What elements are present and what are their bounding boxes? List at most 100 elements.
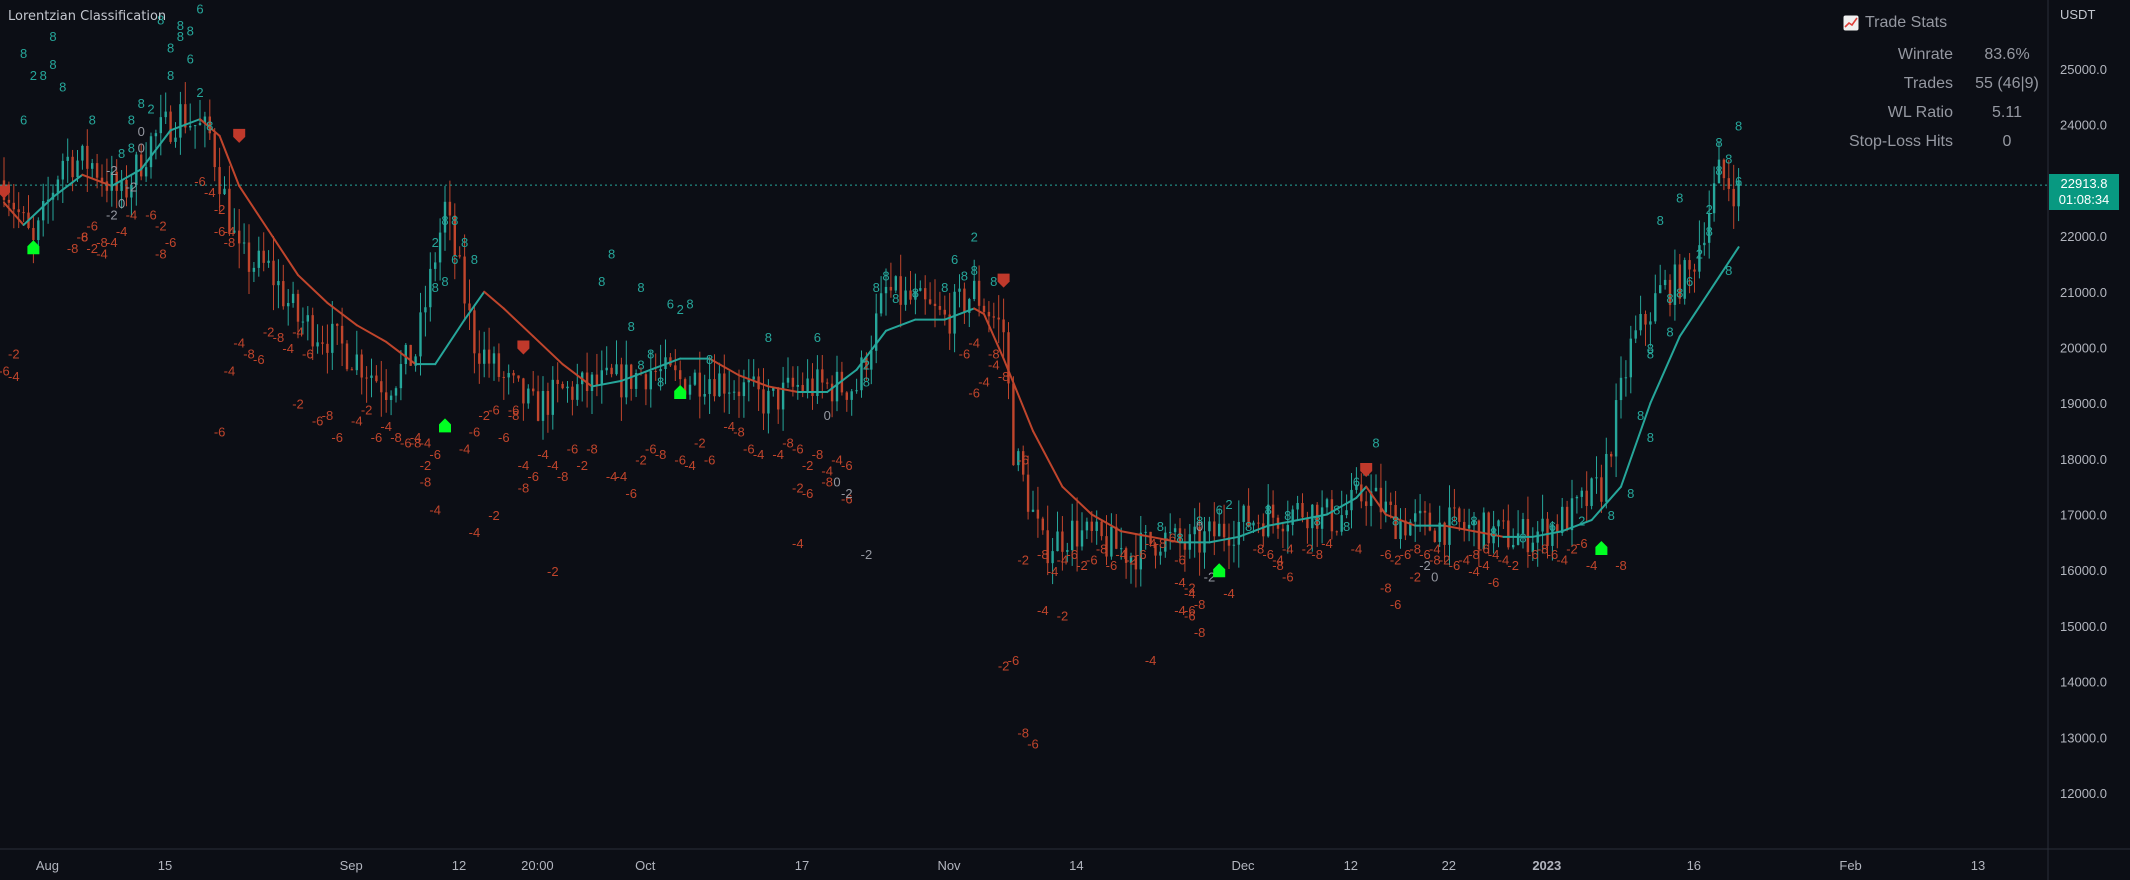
sell-signal-marker[interactable]	[0, 184, 10, 199]
candle-body	[448, 201, 452, 216]
kernel-segment	[1561, 519, 1593, 533]
candle-body	[762, 389, 765, 414]
candle-body	[1634, 330, 1637, 339]
bear-prediction-label: -6	[194, 174, 206, 189]
candle-body	[1384, 501, 1387, 513]
bear-prediction-label: -8	[1155, 536, 1167, 551]
bear-prediction-label: -4	[1351, 542, 1363, 557]
candle-body	[1399, 520, 1402, 540]
bull-prediction-label: 6	[20, 113, 27, 128]
candle-body	[992, 316, 995, 318]
bear-prediction-label: -6	[498, 430, 510, 445]
stats-row-trades: Trades 55 (46|9)	[1843, 69, 2043, 98]
bull-prediction-label: 8	[608, 246, 615, 261]
bull-prediction-label: 8	[177, 18, 184, 33]
kernel-segment	[140, 129, 172, 171]
candle-body	[1183, 542, 1187, 550]
sell-signal-marker[interactable]	[997, 273, 1010, 288]
kernel-segment	[1443, 524, 1475, 533]
bear-prediction-label: -4	[1037, 603, 1049, 618]
bear-prediction-label: -4	[96, 246, 108, 261]
candle-body	[1629, 338, 1632, 378]
candle-body	[1409, 521, 1412, 536]
candle-body	[1693, 269, 1696, 272]
indicator-title[interactable]: Lorentzian Classification	[8, 9, 167, 24]
candle-body	[977, 280, 981, 306]
candle-body	[164, 111, 167, 118]
candle-body	[1301, 502, 1304, 518]
time-tick-label: 14	[1069, 858, 1083, 873]
candle-body	[473, 310, 476, 354]
bear-prediction-label: -2	[8, 347, 20, 362]
candle-body	[394, 388, 398, 396]
buy-signal-marker[interactable]	[1213, 563, 1226, 578]
candle-body	[571, 386, 574, 400]
neutral-prediction-label: 0	[138, 124, 145, 139]
candle-body	[522, 378, 525, 404]
candle-body	[1649, 321, 1652, 325]
candle-body	[213, 133, 216, 168]
time-tick-label: 20:00	[521, 858, 554, 873]
buy-signal-marker[interactable]	[27, 240, 40, 255]
bear-prediction-label: -6	[331, 430, 343, 445]
candle-body	[693, 372, 697, 385]
kernel-segment	[943, 307, 976, 321]
candle-body	[1110, 526, 1113, 557]
bear-prediction-label: -4	[978, 374, 990, 389]
buy-signal-marker[interactable]	[439, 418, 451, 433]
bull-prediction-label: 6	[1735, 174, 1742, 189]
candle-body	[1575, 496, 1579, 499]
candle-body	[1100, 521, 1103, 537]
price-axis-unit[interactable]: USDT	[2060, 7, 2096, 22]
buy-signal-marker[interactable]	[674, 385, 687, 400]
candle-body	[306, 315, 309, 322]
bear-prediction-label: -4	[1272, 553, 1284, 568]
bear-prediction-label: -8	[586, 441, 598, 456]
candle-body	[732, 391, 736, 393]
candle-body	[91, 163, 94, 169]
sell-signal-marker[interactable]	[233, 128, 246, 143]
kernel-segment	[620, 368, 652, 382]
bull-prediction-label: 8	[1519, 530, 1526, 545]
candle-body	[1717, 159, 1721, 184]
bear-prediction-label: -8	[77, 230, 89, 245]
sell-signal-marker[interactable]	[1360, 462, 1373, 477]
candle-body	[203, 116, 207, 124]
candle-body	[95, 163, 99, 178]
bull-prediction-label: 6	[1549, 519, 1556, 534]
candle-body	[1673, 264, 1677, 305]
candle-body	[184, 104, 187, 128]
bull-prediction-label: 8	[882, 269, 889, 284]
candle-body	[1453, 507, 1456, 509]
bull-prediction-label: 8	[118, 146, 125, 161]
bear-prediction-label: -6	[165, 235, 177, 250]
candle-body	[1487, 512, 1490, 544]
bear-prediction-label: -8	[67, 241, 79, 256]
price-tick-label: 13000.0	[2060, 730, 2107, 745]
bear-prediction-label: -6	[1008, 653, 1020, 668]
bear-prediction-label: -2	[635, 452, 647, 467]
buy-signal-marker[interactable]	[1595, 540, 1608, 555]
bear-prediction-label: -4	[1184, 586, 1196, 601]
bear-prediction-label: -8	[1253, 542, 1265, 557]
bear-prediction-label: -6	[1419, 547, 1431, 562]
candle-body	[1644, 313, 1647, 325]
candle-body	[781, 382, 785, 410]
bull-prediction-label: 2	[432, 235, 439, 250]
stats-row-winrate: Winrate 83.6%	[1843, 40, 2043, 69]
candle-body	[1271, 504, 1275, 518]
bull-prediction-label: 8	[1647, 430, 1654, 445]
bear-prediction-label: -8	[1468, 547, 1480, 562]
bear-prediction-label: -8	[782, 436, 794, 451]
candle-body	[1703, 242, 1706, 246]
candle-body	[1007, 332, 1010, 384]
sell-signal-marker[interactable]	[517, 340, 530, 355]
bear-prediction-label: -4	[1458, 553, 1470, 568]
candle-body	[982, 305, 986, 312]
candle-body	[1124, 548, 1128, 563]
candle-body	[1722, 159, 1726, 179]
bull-prediction-label: 6	[1216, 503, 1223, 518]
candle-body	[1565, 506, 1569, 531]
